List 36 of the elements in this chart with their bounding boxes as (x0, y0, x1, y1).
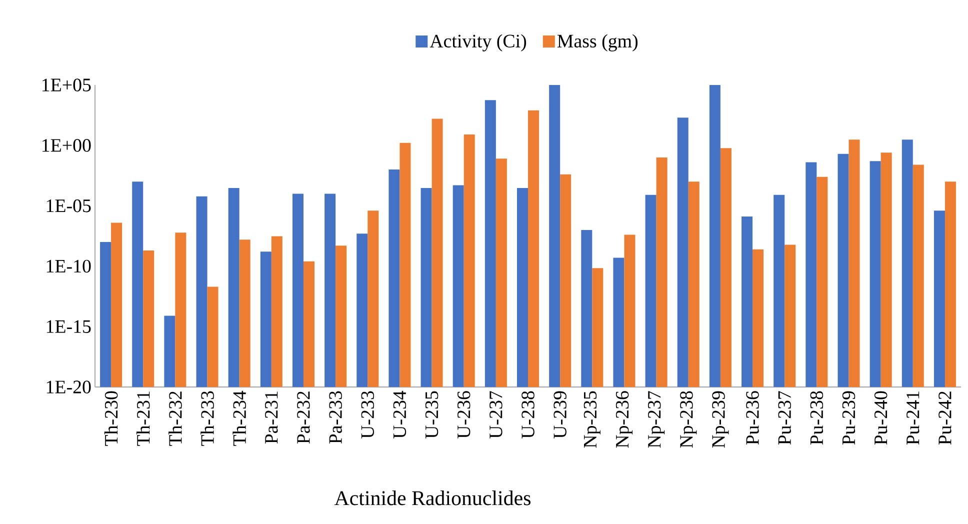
x-axis-title: Actinide Radionuclides (334, 490, 530, 506)
x-tick-label: Pa-233 (329, 391, 342, 444)
x-tick-label: Th-232 (168, 392, 182, 446)
x-tick-label: U-236 (458, 391, 470, 438)
y-tick-label: 1E-15 (46, 320, 91, 333)
x-tick-label: Np-238 (680, 391, 697, 448)
x-tick-label: Th-230 (104, 391, 118, 446)
y-tick-label: 1E-20 (46, 380, 91, 394)
legend-label: Mass (gm) (557, 34, 638, 52)
x-tick-label: Pu-236 (746, 391, 759, 445)
x-tick-label: Np-237 (648, 391, 665, 448)
x-tick-label: Np-236 (616, 391, 633, 448)
x-tick-label: Th-234 (232, 390, 246, 446)
x-tick-label: U-234 (393, 390, 406, 438)
y-tick-label: 1E+00 (42, 139, 91, 152)
x-tick-label: Np-239 (712, 391, 729, 448)
x-tick-label: Pa-231 (265, 392, 278, 444)
x-tick-label: Th-231 (136, 392, 150, 446)
x-tick-label: Pu-241 (906, 392, 920, 445)
x-tick-label: Pu-239 (842, 391, 856, 445)
x-tick-label: U-233 (361, 391, 374, 438)
y-tick-label: 1E+05 (42, 78, 91, 92)
x-tick-label: U-239 (554, 391, 566, 438)
x-tick-label: Pu-238 (810, 391, 824, 445)
x-tick-label: U-235 (425, 391, 438, 438)
y-tick-label: 1E-10 (46, 260, 91, 273)
x-tick-label: Pa-232 (297, 392, 310, 444)
x-tick-label: Pu-240 (874, 391, 888, 445)
x-tick-label: U-238 (522, 391, 534, 438)
x-tick-label: U-237 (490, 391, 502, 438)
x-tick-label: Pu-237 (778, 391, 791, 445)
legend-label: Activity (Ci) (430, 34, 526, 52)
x-tick-label: Pu-242 (938, 392, 952, 445)
x-tick-label: Th-233 (200, 391, 214, 446)
y-tick-label: 1E-05 (46, 199, 91, 212)
x-tick-label: Np-235 (584, 391, 600, 448)
